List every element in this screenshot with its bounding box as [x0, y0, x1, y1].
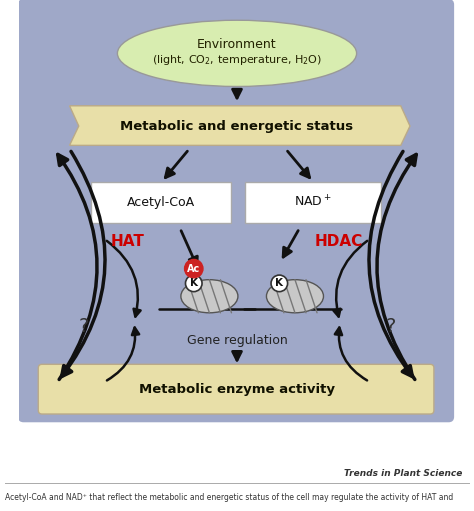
- Text: (light, CO$_2$, temperature, H$_2$O): (light, CO$_2$, temperature, H$_2$O): [152, 53, 322, 67]
- FancyArrowPatch shape: [58, 154, 97, 380]
- FancyBboxPatch shape: [91, 182, 230, 223]
- Text: NAD$^+$: NAD$^+$: [294, 195, 332, 210]
- Circle shape: [271, 275, 288, 292]
- FancyArrowPatch shape: [335, 328, 367, 380]
- FancyArrowPatch shape: [369, 151, 412, 377]
- Circle shape: [185, 275, 202, 292]
- Circle shape: [184, 260, 203, 278]
- FancyArrowPatch shape: [377, 154, 416, 380]
- Text: Gene regulation: Gene regulation: [187, 334, 287, 347]
- FancyArrowPatch shape: [62, 151, 105, 377]
- Text: ?: ?: [78, 317, 89, 336]
- Text: HDAC: HDAC: [315, 234, 363, 248]
- Text: Acetyl-CoA: Acetyl-CoA: [127, 196, 195, 209]
- Text: ?: ?: [385, 317, 396, 336]
- FancyBboxPatch shape: [245, 182, 382, 223]
- FancyArrowPatch shape: [107, 241, 141, 317]
- Polygon shape: [70, 106, 410, 145]
- Ellipse shape: [266, 280, 323, 313]
- Text: Environment: Environment: [197, 38, 277, 51]
- Text: Ac: Ac: [187, 264, 201, 273]
- Text: K: K: [275, 278, 283, 288]
- FancyArrowPatch shape: [107, 328, 139, 380]
- Text: Acetyl-CoA and NAD⁺ that reflect the metabolic and energetic status of the cell : Acetyl-CoA and NAD⁺ that reflect the met…: [5, 493, 453, 502]
- Text: HAT: HAT: [110, 234, 145, 248]
- Text: K: K: [190, 278, 198, 288]
- Text: Trends in Plant Science: Trends in Plant Science: [344, 469, 462, 478]
- Ellipse shape: [181, 280, 238, 313]
- Text: Metabolic and energetic status: Metabolic and energetic status: [120, 120, 354, 132]
- Text: Metabolic enzyme activity: Metabolic enzyme activity: [139, 383, 335, 396]
- FancyArrowPatch shape: [333, 241, 367, 317]
- Ellipse shape: [118, 20, 356, 86]
- FancyBboxPatch shape: [18, 0, 454, 422]
- FancyBboxPatch shape: [38, 364, 434, 414]
